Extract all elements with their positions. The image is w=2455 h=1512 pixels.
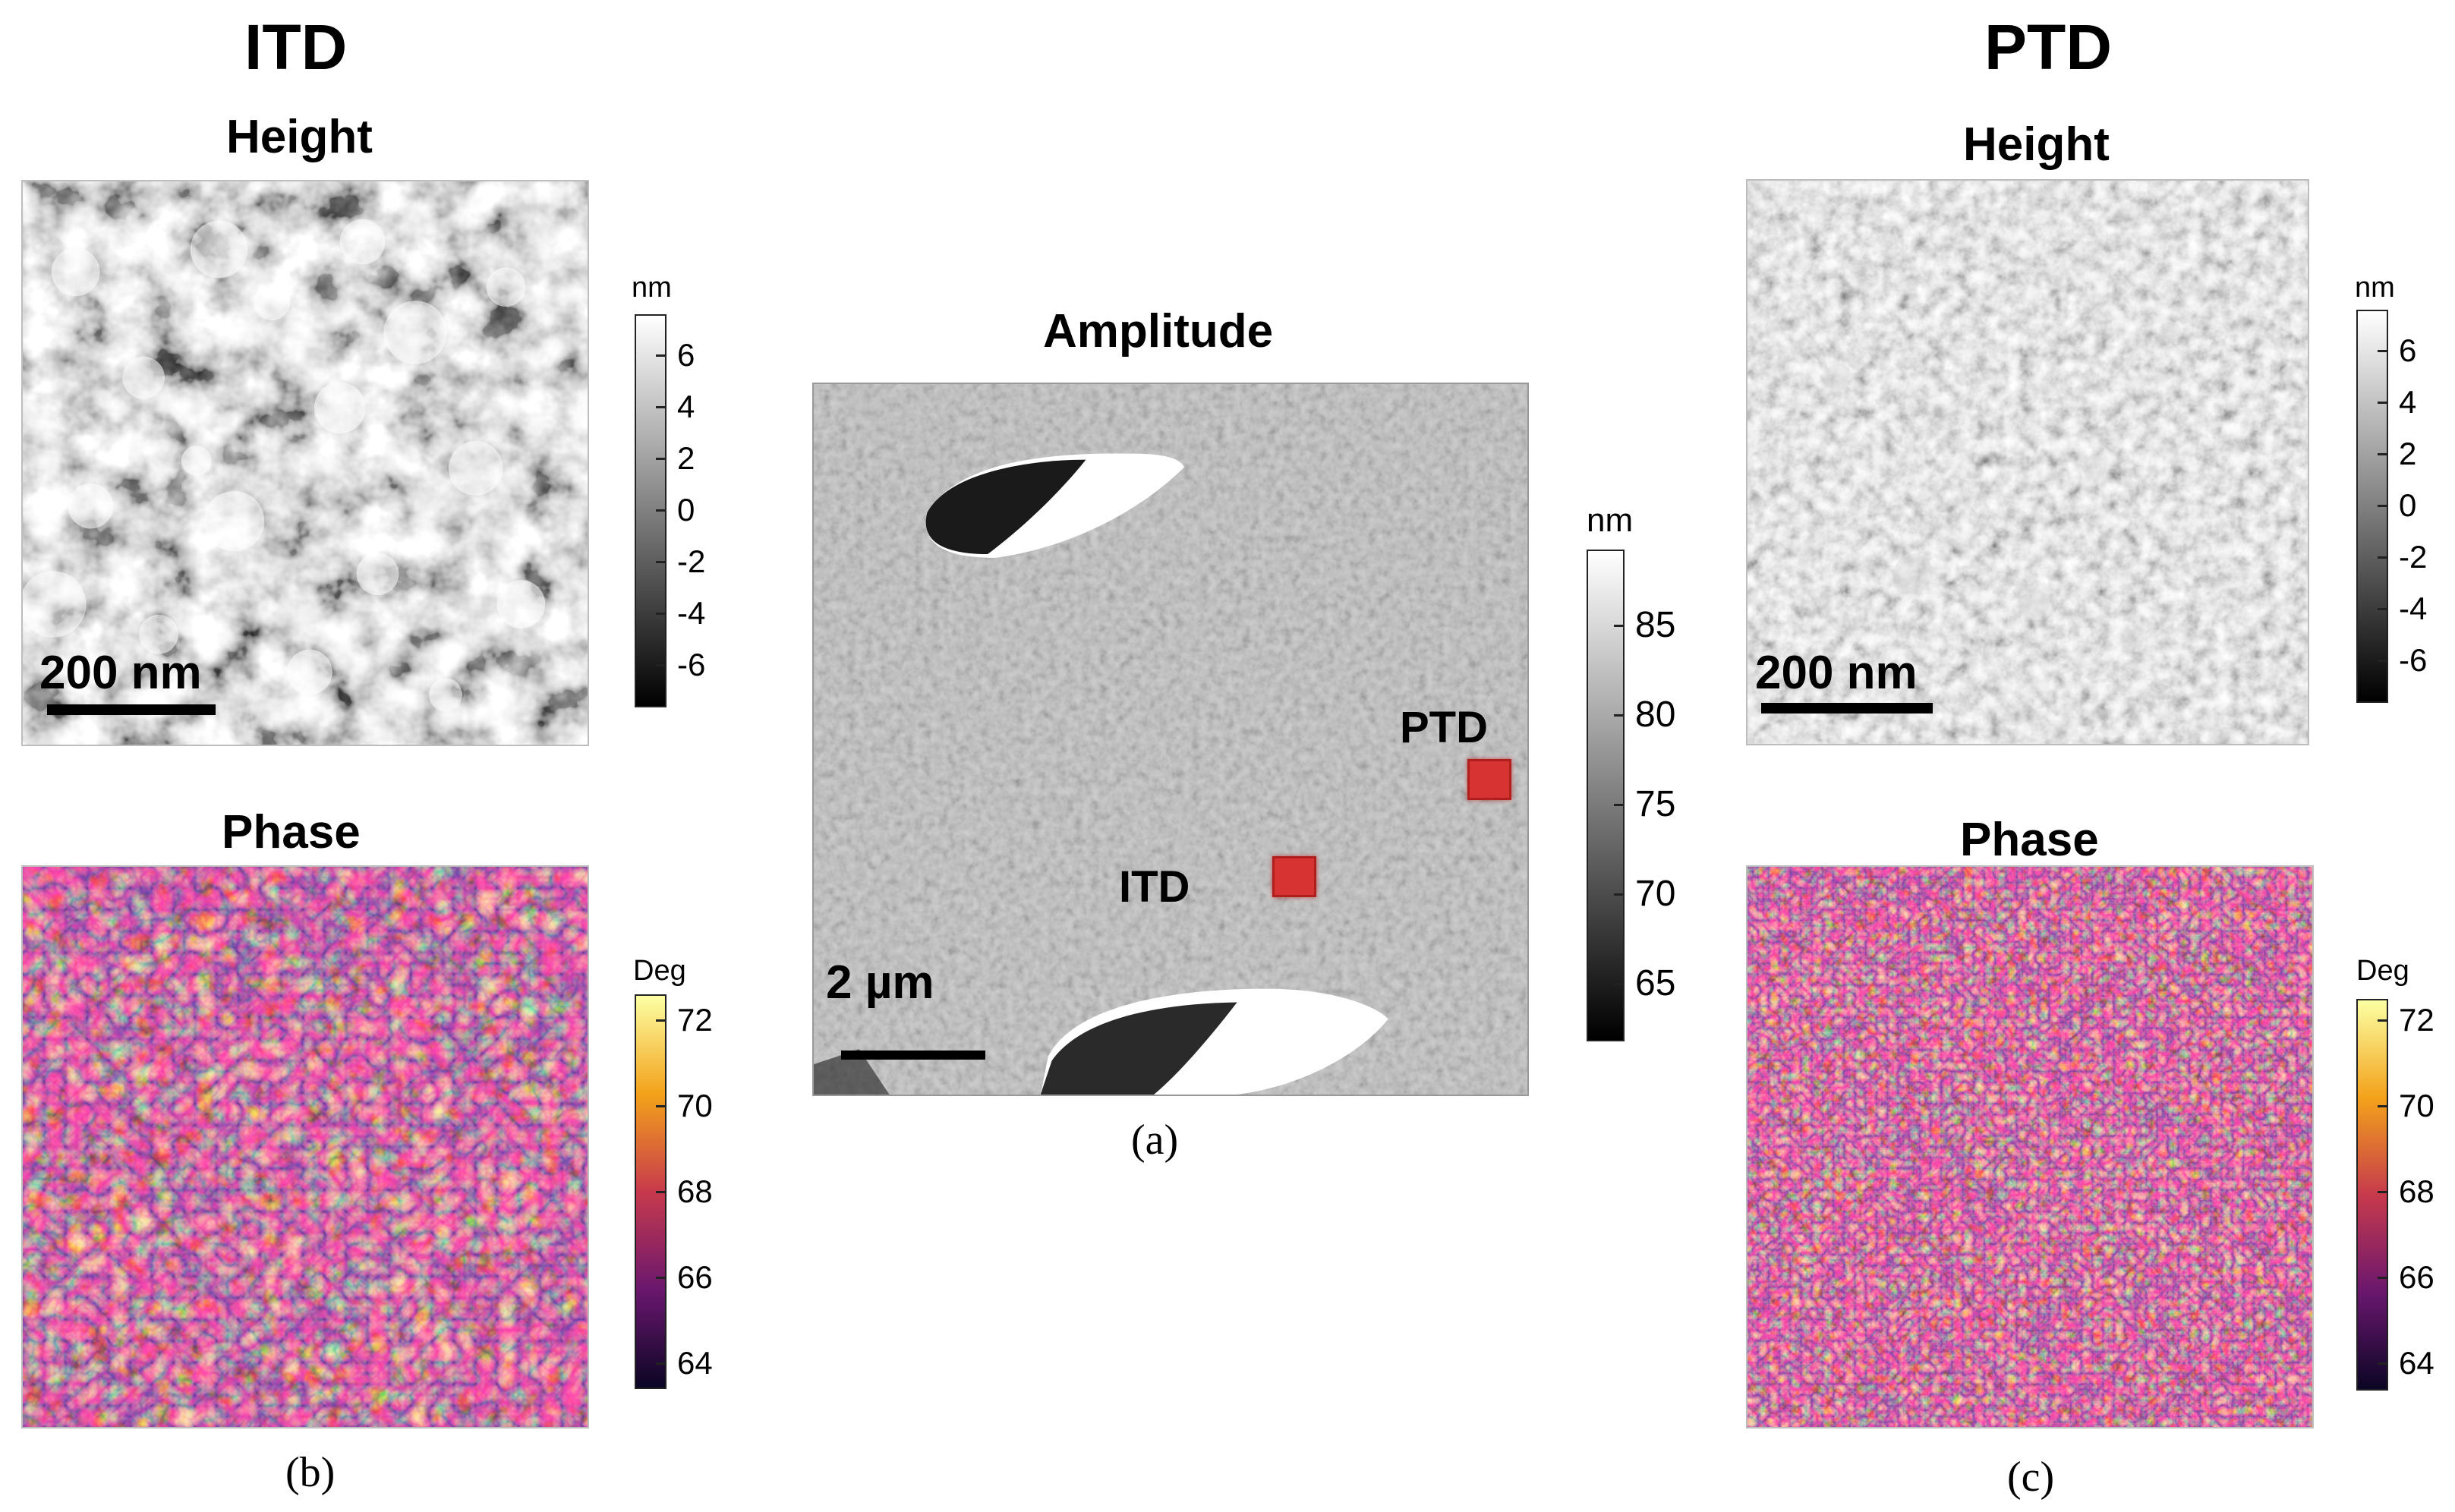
itd-height-colorbar-tick-mark <box>656 613 667 615</box>
itd-title: ITD <box>244 11 348 83</box>
ptd-height-colorbar-unit: nm <box>2355 272 2395 304</box>
itd-height-colorbar-tick-mark <box>656 509 667 512</box>
itd-height-colorbar-tick-mark <box>656 406 667 408</box>
ptd-phase-colorbar-tick-label: 72 <box>2399 1002 2435 1038</box>
ptd-height-colorbar-tick-mark <box>2378 453 2388 455</box>
itd-phase-colorbar-tick-mark <box>656 1362 667 1365</box>
ptd-phase-colorbar-tick-label: 64 <box>2399 1345 2435 1381</box>
amplitude-title: Amplitude <box>1043 305 1274 358</box>
amplitude-colorbar-tick-mark <box>1614 893 1625 896</box>
ptd-height-title: Height <box>1963 118 2110 171</box>
itd-phase-image <box>21 865 589 1429</box>
itd-phase-colorbar-tick-label: 72 <box>677 1002 713 1038</box>
ptd-height-scalebar-label: 200 nm <box>1755 647 1918 699</box>
itd-region-label: ITD <box>1119 862 1190 912</box>
itd-height-colorbar-tick-mark <box>656 561 667 563</box>
ptd-title: PTD <box>1984 11 2112 83</box>
ptd-height-colorbar-tick-label: 6 <box>2399 332 2417 368</box>
itd-height-colorbar-tick-label: -2 <box>677 543 706 579</box>
itd-phase-colorbar-tick-mark <box>656 1019 667 1022</box>
ptd-height-colorbar-tick-label: 0 <box>2399 487 2417 523</box>
amplitude-scalebar-label: 2 µm <box>826 956 934 1009</box>
ptd-height-colorbar-tick-mark <box>2378 350 2388 352</box>
itd-phase-colorbar-tick-mark <box>656 1191 667 1193</box>
ptd-height-scalebar <box>1761 703 1933 713</box>
ptd-phase-colorbar-unit: Deg <box>2356 955 2409 987</box>
ptd-phase-colorbar-tick-mark <box>2378 1277 2388 1279</box>
ptd-height-colorbar-tick-mark <box>2378 660 2388 662</box>
itd-phase-colorbar-unit: Deg <box>633 955 686 987</box>
ptd-region-label: PTD <box>1400 703 1488 752</box>
ptd-height-colorbar-tick-label: 4 <box>2399 384 2417 420</box>
amplitude-colorbar-unit: nm <box>1587 502 1634 539</box>
amplitude-scalebar <box>841 1051 985 1060</box>
itd-height-title: Height <box>226 111 373 163</box>
itd-caption: (b) <box>285 1449 336 1496</box>
itd-height-colorbar-tick-mark <box>656 664 667 666</box>
ptd-phase-colorbar-tick-label: 68 <box>2399 1173 2435 1209</box>
amplitude-colorbar <box>1587 550 1625 1041</box>
ptd-phase-image <box>1746 865 2314 1429</box>
itd-height-colorbar-tick-label: 6 <box>677 337 695 373</box>
amplitude-colorbar-tick-label: 65 <box>1635 963 1676 1003</box>
itd-phase-colorbar-tick-label: 64 <box>677 1345 713 1381</box>
ptd-height-colorbar-tick-label: -4 <box>2399 591 2428 626</box>
itd-region-marker <box>1272 856 1316 897</box>
ptd-height-colorbar-tick-mark <box>2378 608 2388 610</box>
amplitude-colorbar-tick-label: 85 <box>1635 605 1676 645</box>
itd-height-colorbar-tick-label: 0 <box>677 492 695 528</box>
ptd-region-marker <box>1467 759 1511 800</box>
amplitude-colorbar-tick-mark <box>1614 983 1625 985</box>
itd-height-scalebar-label: 200 nm <box>39 647 202 699</box>
itd-phase-colorbar-tick-mark <box>656 1277 667 1279</box>
itd-phase-colorbar-tick-label: 68 <box>677 1173 713 1209</box>
ptd-height-colorbar-tick-mark <box>2378 505 2388 507</box>
ptd-height-colorbar-tick-mark <box>2378 556 2388 559</box>
ptd-phase-colorbar <box>2356 999 2388 1391</box>
ptd-height-colorbar-tick-mark <box>2378 402 2388 404</box>
ptd-height-colorbar-tick-label: -6 <box>2399 642 2428 678</box>
amplitude-caption: (a) <box>1131 1117 1179 1164</box>
itd-phase-colorbar-tick-label: 70 <box>677 1088 713 1123</box>
amplitude-colorbar-tick-mark <box>1614 625 1625 627</box>
itd-height-colorbar-tick-mark <box>656 458 667 460</box>
ptd-phase-colorbar-tick-label: 66 <box>2399 1259 2435 1295</box>
ptd-phase-colorbar-tick-mark <box>2378 1019 2388 1022</box>
amplitude-image <box>812 383 1529 1096</box>
ptd-height-image <box>1746 179 2309 745</box>
itd-height-image <box>21 180 589 746</box>
amplitude-colorbar-tick-mark <box>1614 804 1625 806</box>
ptd-height-colorbar-tick-label: 2 <box>2399 436 2417 471</box>
ptd-phase-colorbar-tick-mark <box>2378 1362 2388 1365</box>
ptd-caption: (c) <box>2007 1454 2055 1501</box>
itd-height-colorbar-tick-label: -4 <box>677 595 706 631</box>
amplitude-colorbar-tick-mark <box>1614 714 1625 717</box>
ptd-phase-colorbar-tick-mark <box>2378 1105 2388 1107</box>
itd-phase-colorbar-tick-label: 66 <box>677 1259 713 1295</box>
itd-height-colorbar-tick-label: -6 <box>677 647 706 682</box>
ptd-phase-colorbar-tick-label: 70 <box>2399 1088 2435 1123</box>
amplitude-colorbar-tick-label: 70 <box>1635 874 1676 914</box>
itd-height-colorbar-tick-label: 2 <box>677 440 695 476</box>
ptd-phase-title: Phase <box>1960 814 2099 866</box>
amplitude-colorbar-tick-label: 75 <box>1635 784 1676 824</box>
itd-phase-title: Phase <box>222 806 361 858</box>
itd-height-colorbar-tick-mark <box>656 354 667 357</box>
ptd-height-colorbar-tick-label: -2 <box>2399 539 2428 575</box>
itd-height-colorbar-tick-label: 4 <box>677 389 695 424</box>
ptd-phase-colorbar-tick-mark <box>2378 1191 2388 1193</box>
itd-phase-colorbar-tick-mark <box>656 1105 667 1107</box>
amplitude-colorbar-tick-label: 80 <box>1635 695 1676 735</box>
itd-height-scalebar <box>47 704 216 715</box>
itd-height-colorbar-unit: nm <box>632 272 672 304</box>
